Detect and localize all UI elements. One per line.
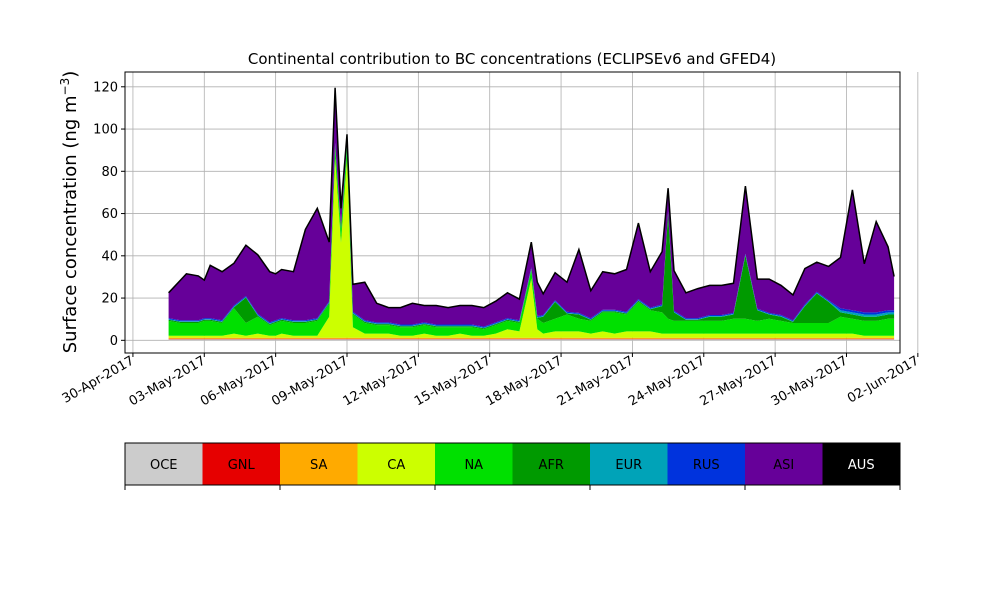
area-sa — [168, 337, 895, 339]
chart-title: Continental contribution to BC concentra… — [248, 50, 776, 68]
y-tick-label: 0 — [110, 334, 118, 349]
legend-swatch-afr — [512, 443, 591, 485]
region-colorbar-legend: OCE GNL SA CA NA AFR EUR RUS ASI AUS — [124, 442, 901, 490]
x-tick-label: 21-May-2017 — [555, 353, 637, 409]
y-axis: 0 20 40 60 80 100 120 — [93, 80, 125, 349]
x-tick-label: 15-May-2017 — [412, 353, 494, 409]
y-axis-label-main: Surface concentration (ng m — [60, 95, 81, 353]
x-tick-label: 09-May-2017 — [269, 353, 351, 409]
legend-swatch-eur — [590, 443, 668, 485]
y-tick-label: 40 — [101, 249, 118, 264]
legend-swatch-asi — [745, 443, 823, 485]
area-gnl — [168, 338, 895, 340]
legend-label-sa: SA — [310, 458, 327, 473]
x-tick-label: 24-May-2017 — [626, 353, 708, 409]
legend-label-eur: EUR — [615, 458, 642, 473]
legend-swatch-aus — [822, 443, 901, 485]
x-tick-label: 02-Jun-2017 — [845, 353, 922, 406]
y-axis-label-close: ) — [60, 71, 81, 78]
y-tick-label: 80 — [101, 165, 118, 180]
area-oce — [168, 339, 895, 341]
area-afr — [168, 144, 895, 330]
legend-swatch-sa — [280, 443, 358, 485]
legend-swatch-rus — [667, 443, 746, 485]
legend-swatch-ca — [357, 443, 436, 485]
total-line — [168, 87, 895, 309]
legend-swatch-gnl — [202, 443, 281, 485]
y-tick-label: 60 — [101, 207, 118, 222]
area-ca — [168, 158, 895, 338]
x-tick-label: 30-May-2017 — [769, 353, 851, 409]
legend-label-gnl: GNL — [228, 458, 256, 473]
y-tick-label: 120 — [93, 80, 118, 95]
y-tick-label: 20 — [101, 292, 118, 307]
legend-label-afr: AFR — [539, 458, 564, 473]
y-axis-label: Surface concentration (ng m−3) — [58, 71, 81, 354]
x-tick-label: 18-May-2017 — [483, 353, 565, 409]
legend-frame — [124, 442, 901, 486]
stacked-areas — [168, 87, 895, 341]
x-tick-label: 30-Apr-2017 — [60, 353, 137, 406]
legend-label-ca: CA — [387, 458, 405, 473]
legend-swatch-na — [435, 443, 513, 485]
y-tick-label: 100 — [93, 123, 118, 138]
x-tick-label: 06-May-2017 — [198, 353, 280, 409]
x-axis: 30-Apr-201703-May-201706-May-201709-May-… — [60, 353, 922, 409]
legend-label-asi: ASI — [773, 458, 794, 473]
legend-swatch-oce — [125, 443, 203, 485]
x-tick-label: 03-May-2017 — [127, 353, 209, 409]
legend-label-aus: AUS — [848, 458, 875, 473]
y-axis-label-exponent: −3 — [58, 78, 72, 96]
total-outline — [168, 87, 895, 309]
plot-frame — [124, 71, 901, 354]
legend-label-rus: RUS — [693, 458, 720, 473]
x-tick-label: 12-May-2017 — [341, 353, 423, 409]
x-tick-label: 27-May-2017 — [697, 353, 779, 409]
legend-label-oce: OCE — [150, 458, 178, 473]
legend-label-na: NA — [464, 458, 483, 473]
